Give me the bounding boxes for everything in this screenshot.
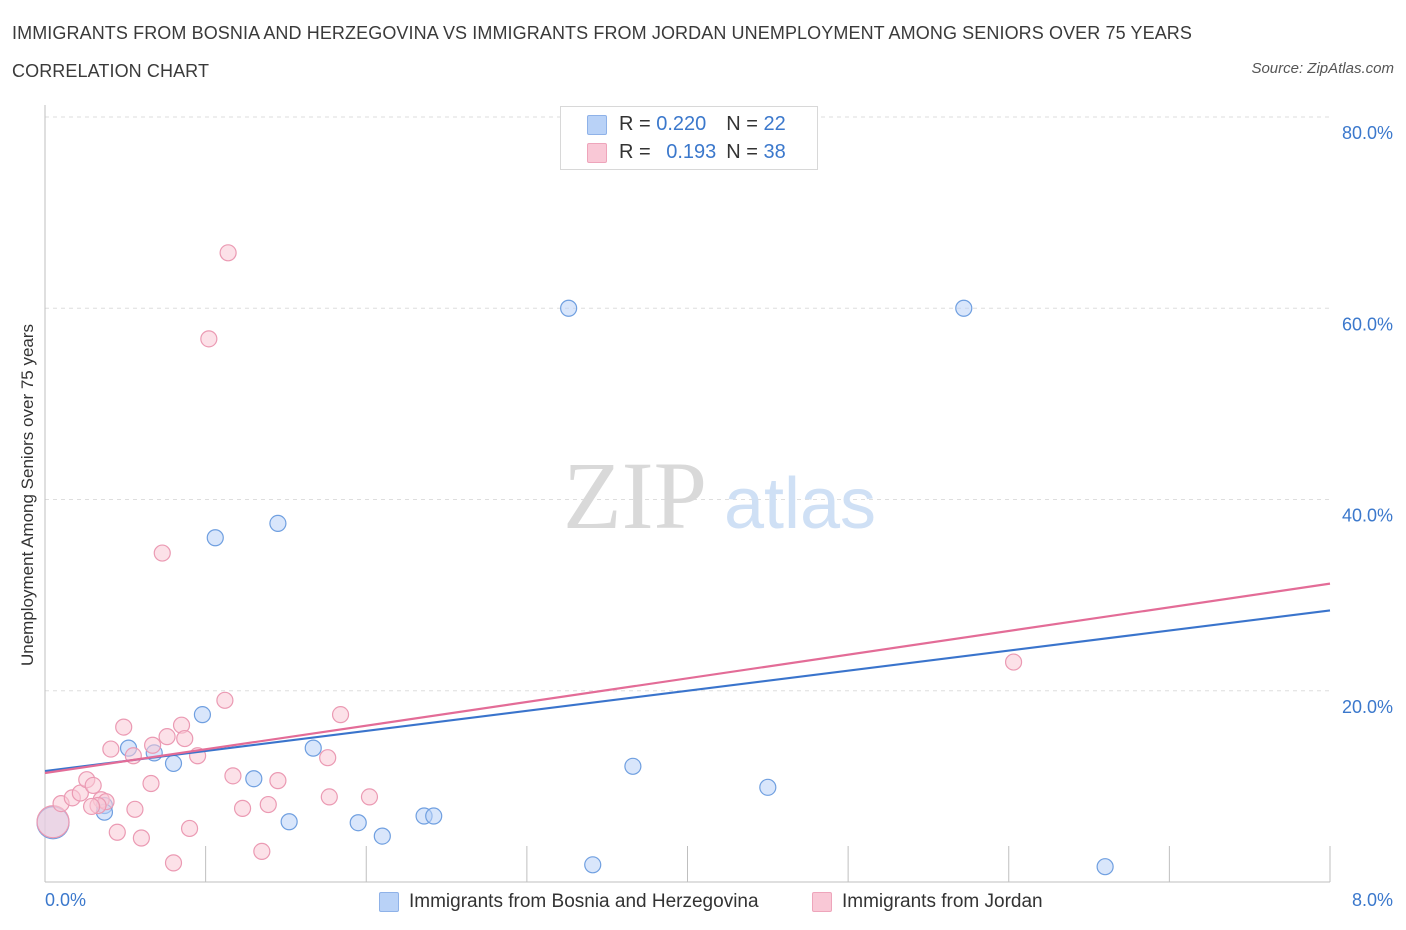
jordan-point bbox=[1004, 653, 1023, 671]
x-tick-min: 0.0% bbox=[45, 890, 87, 910]
bosnia-point bbox=[373, 827, 391, 845]
gridlines bbox=[45, 116, 1330, 692]
source-label: Source: ZipAtlas.com bbox=[1251, 60, 1394, 77]
bosnia-point bbox=[624, 757, 642, 775]
y-tick-label: 40.0% bbox=[1342, 506, 1393, 526]
jordan-point bbox=[164, 854, 183, 872]
watermark: ZIP atlas bbox=[563, 442, 876, 549]
y-tick-label: 20.0% bbox=[1342, 697, 1393, 717]
jordan-point bbox=[102, 740, 120, 758]
bosnia-point bbox=[304, 739, 322, 757]
jordan-point bbox=[233, 799, 252, 817]
jordan-point bbox=[115, 718, 133, 736]
bosnia-point bbox=[269, 514, 287, 533]
bosnia-point bbox=[560, 299, 578, 317]
bosnia-legend-swatch bbox=[379, 891, 399, 912]
jordan-point bbox=[176, 729, 194, 748]
x-tick-max: 8.0% bbox=[1351, 890, 1393, 910]
jordan-trend-line bbox=[44, 582, 1331, 775]
jordan-point bbox=[360, 788, 379, 806]
n-value-jordan: 38 bbox=[763, 141, 786, 163]
bosnia-point bbox=[584, 856, 602, 874]
jordan-point bbox=[108, 823, 126, 841]
r-value-jordan: 0.193 bbox=[666, 141, 717, 163]
bosnia-point bbox=[759, 778, 777, 796]
r-label: R = bbox=[619, 113, 657, 135]
legend-row-jordan: R = 0.193 N = 38 bbox=[587, 138, 786, 166]
jordan-point bbox=[319, 749, 337, 767]
bosnia-point bbox=[193, 706, 212, 724]
jordan-point bbox=[82, 797, 101, 816]
trend-lines bbox=[44, 582, 1331, 775]
bosnia-point bbox=[1096, 858, 1114, 876]
jordan-point bbox=[219, 244, 237, 262]
jordan-point bbox=[253, 842, 271, 861]
series-legend: Immigrants from Bosnia and Herzegovina I… bbox=[0, 889, 1406, 915]
jordan-point bbox=[142, 774, 160, 793]
jordan-point bbox=[158, 728, 176, 746]
r-value-bosnia: 0.220 bbox=[656, 113, 707, 135]
legend-item-jordan[interactable]: Immigrants from Jordan bbox=[812, 889, 1043, 915]
r-label: R = bbox=[619, 141, 657, 163]
bosnia-point bbox=[955, 299, 973, 317]
bosnia-point bbox=[206, 529, 224, 547]
n-label: N = bbox=[726, 113, 764, 135]
data-points bbox=[36, 244, 1114, 876]
jordan-point bbox=[331, 706, 350, 724]
jordan-point bbox=[132, 829, 150, 847]
jordan-swatch bbox=[587, 142, 607, 163]
bosnia-legend-label: Immigrants from Bosnia and Herzegovina bbox=[409, 891, 759, 912]
jordan-point bbox=[180, 819, 199, 838]
jordan-point bbox=[269, 772, 287, 790]
y-tick-labels: 20.0% 40.0% 60.0% 80.0% bbox=[1342, 123, 1393, 717]
correlation-legend: R = 0.220 N = 22 R = 0.193 N = 38 bbox=[560, 106, 818, 170]
jordan-point bbox=[153, 544, 171, 562]
watermark-zip: ZIP bbox=[563, 442, 707, 549]
bosnia-point bbox=[245, 770, 263, 788]
jordan-point bbox=[144, 736, 162, 754]
jordan-legend-label: Immigrants from Jordan bbox=[842, 891, 1043, 912]
jordan-legend-swatch bbox=[812, 891, 832, 912]
legend-item-bosnia[interactable]: Immigrants from Bosnia and Herzegovina bbox=[379, 889, 759, 915]
axes bbox=[44, 105, 1331, 883]
jordan-point bbox=[126, 800, 144, 818]
y-tick-label: 80.0% bbox=[1342, 123, 1393, 143]
chart-title: IMMIGRANTS FROM BOSNIA AND HERZEGOVINA V… bbox=[12, 23, 1193, 81]
legend-row-bosnia: R = 0.220 N = 22 bbox=[587, 110, 786, 138]
watermark-atlas: atlas bbox=[724, 464, 876, 544]
n-label: N = bbox=[726, 141, 764, 163]
jordan-point bbox=[84, 776, 102, 795]
bosnia-trend-line bbox=[44, 609, 1331, 773]
jordan-point bbox=[200, 330, 218, 348]
bosnia-point bbox=[425, 807, 443, 825]
y-tick-label: 60.0% bbox=[1342, 314, 1393, 334]
n-value-bosnia: 22 bbox=[763, 113, 786, 135]
jordan-point bbox=[320, 788, 338, 806]
bosnia-swatch bbox=[587, 114, 607, 135]
bosnia-point bbox=[280, 813, 298, 831]
bosnia-point bbox=[164, 754, 183, 773]
jordan-point bbox=[224, 767, 242, 785]
bosnia-point bbox=[349, 814, 367, 832]
jordan-point bbox=[259, 795, 277, 814]
jordan-point bbox=[216, 691, 234, 709]
